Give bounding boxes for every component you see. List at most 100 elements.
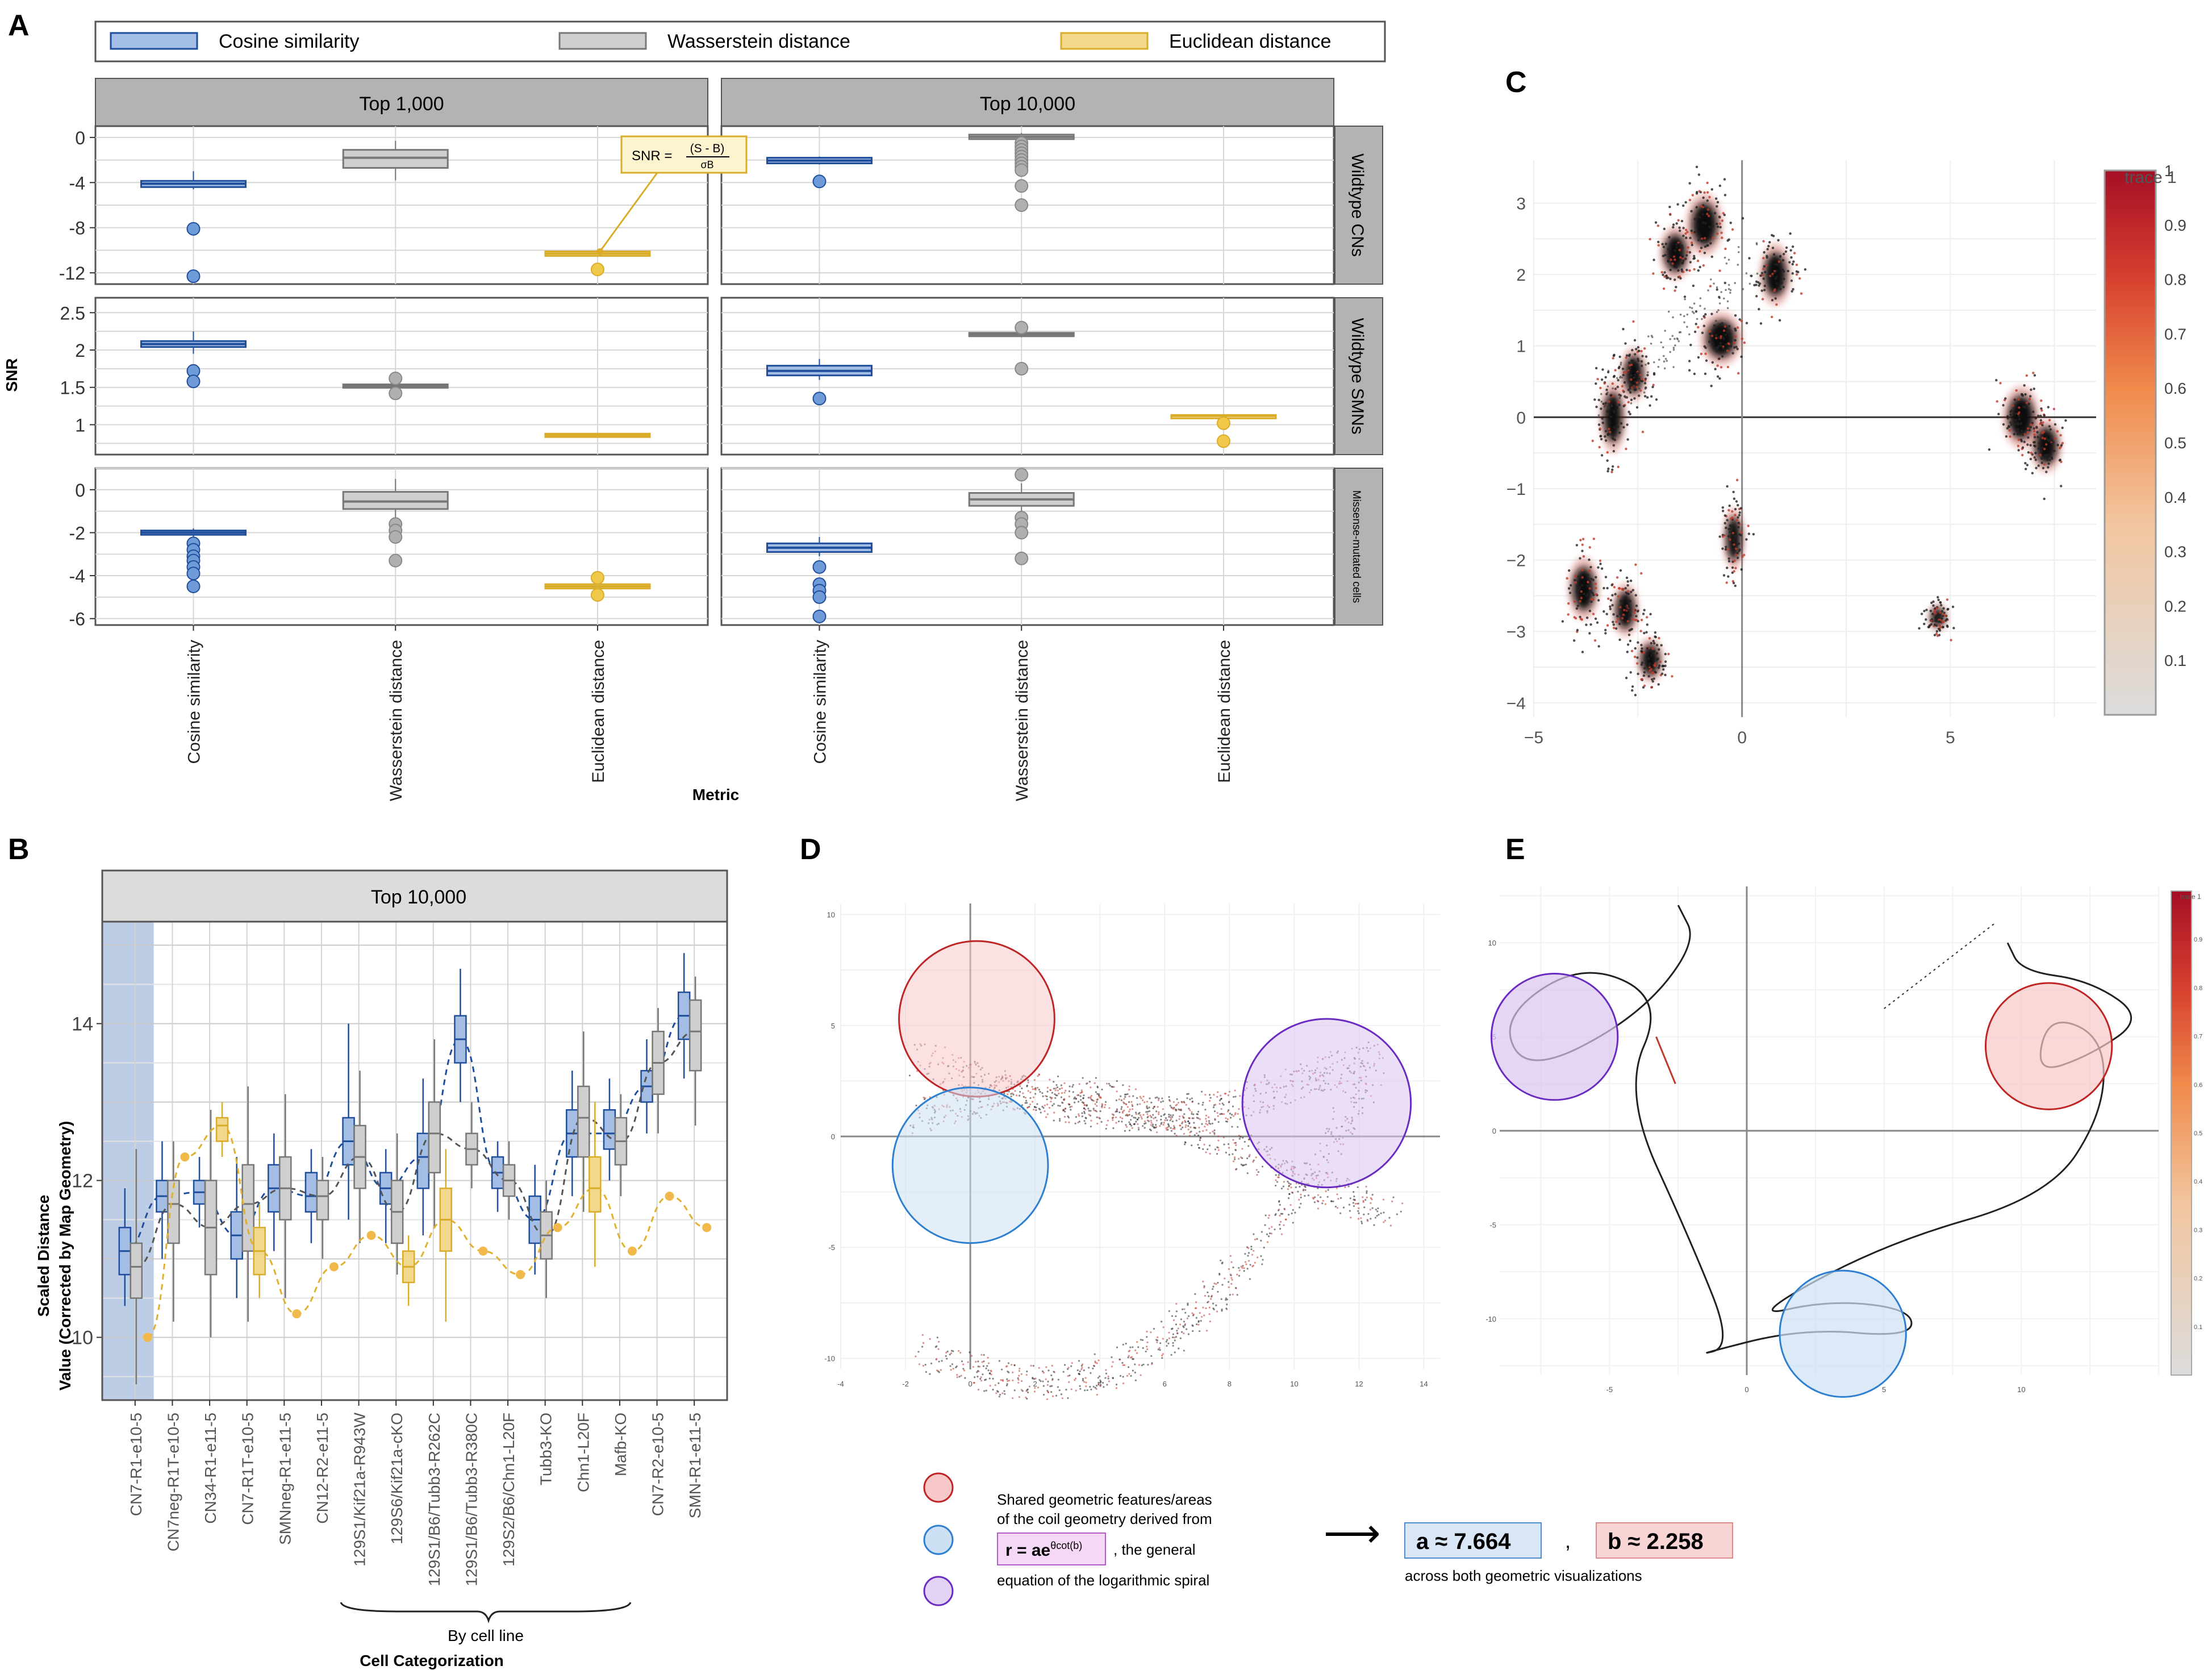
scatter-point: [1218, 1103, 1221, 1105]
scatter-point: [1946, 625, 1949, 628]
scatter-point: [1071, 1362, 1073, 1364]
scatter-point: [1117, 1120, 1120, 1123]
panel-label-d: D: [800, 833, 821, 866]
scatter-point: [946, 1357, 948, 1360]
scatter-point: [1925, 618, 1927, 621]
scatter-point: [1003, 1390, 1005, 1392]
scatter-point: [1601, 417, 1604, 420]
scatter-point: [1249, 1264, 1251, 1266]
scatter-point: [1112, 1119, 1114, 1121]
scatter-point: [1599, 563, 1602, 565]
scatter-point: [1116, 1110, 1118, 1113]
scatter-point: [1731, 566, 1734, 569]
scatter-point: [1122, 1382, 1125, 1385]
scatter-point: [1628, 599, 1631, 602]
scatter-point: [2033, 374, 2036, 377]
scatter-point: [1728, 334, 1731, 338]
scatter-point: [1699, 305, 1701, 307]
scatter-point: [1181, 1308, 1184, 1310]
scatter-point: [1624, 342, 1627, 345]
scatter-point: [1074, 1101, 1076, 1103]
scatter-point: [1647, 657, 1650, 660]
scatter-point: [1354, 1198, 1356, 1201]
scatter-point: [1228, 1101, 1230, 1103]
scatter-point: [1700, 352, 1703, 355]
scatter-point: [1217, 1115, 1219, 1117]
scatter-point: [1683, 315, 1685, 318]
scatter-point: [1935, 607, 1939, 610]
median-point: [180, 1152, 190, 1162]
scatter-point: [1047, 1391, 1049, 1394]
scatter-point: [934, 1346, 937, 1348]
scatter-point: [1118, 1359, 1121, 1361]
scatter-point: [2017, 438, 2021, 442]
colorbar-tick-label: 0.5: [2164, 434, 2186, 452]
scatter-point: [1230, 1277, 1233, 1279]
scatter-point: [1068, 1381, 1070, 1383]
x-tick-label: Mafb-KO: [612, 1413, 629, 1476]
scatter-point: [1221, 1308, 1223, 1311]
y-tick-label: 2: [75, 340, 85, 361]
scatter-point: [1137, 1123, 1139, 1125]
scatter-point: [1097, 1094, 1100, 1097]
scatter-point: [1731, 352, 1734, 355]
scatter-point: [1589, 623, 1592, 626]
scatter-point: [2034, 458, 2037, 461]
scatter-point: [1112, 1377, 1114, 1379]
scatter-point: [1731, 510, 1734, 513]
scatter-point: [1710, 313, 1713, 315]
scatter-point: [1062, 1098, 1065, 1101]
scatter-point: [1122, 1343, 1124, 1346]
scatter-point: [982, 1373, 984, 1376]
scatter-point: [1588, 610, 1592, 613]
scatter-point: [1626, 438, 1629, 441]
scatter-point: [1177, 1102, 1180, 1104]
scatter-point: [1662, 346, 1664, 349]
scatter-point: [1186, 1097, 1188, 1100]
scatter-point: [1592, 538, 1596, 540]
scatter-point: [1710, 384, 1713, 388]
colorbar-tick-label: 0.1: [2194, 1324, 2202, 1331]
scatter-point: [1727, 557, 1730, 560]
scatter-point: [1597, 398, 1600, 402]
scatter-point: [1790, 256, 1793, 259]
scatter-point: [1675, 246, 1678, 249]
scatter-point: [1317, 1207, 1320, 1210]
scatter-point: [1225, 1297, 1227, 1300]
highlight-circle-blue: [891, 1086, 1049, 1244]
scatter-point: [2034, 452, 2037, 455]
scatter-point: [978, 1365, 981, 1368]
scatter-point: [1604, 435, 1606, 438]
scatter-point: [1760, 289, 1763, 292]
scatter-point: [1716, 364, 1719, 367]
scatter-point: [2048, 425, 2051, 428]
scatter-point: [1040, 1111, 1042, 1114]
scatter-point: [2032, 388, 2035, 390]
scatter-point: [1795, 270, 1798, 273]
scatter-point: [1930, 601, 1933, 605]
scatter-point: [1018, 1375, 1020, 1377]
scatter-point: [2041, 447, 2044, 449]
scatter-point: [2033, 433, 2036, 436]
scatter-point: [1041, 1370, 1044, 1372]
scatter-point: [1685, 268, 1688, 272]
scatter-point: [2006, 417, 2009, 420]
scatter-point: [1026, 1106, 1029, 1109]
scatter-point: [1602, 610, 1605, 613]
scatter-point: [1635, 348, 1638, 351]
scatter-point: [1633, 611, 1636, 614]
scatter-point: [1597, 599, 1600, 602]
scatter-point: [1232, 1105, 1234, 1107]
scatter-point: [1107, 1375, 1109, 1377]
scatter-point: [1188, 1107, 1190, 1110]
scatter-point: [1225, 1117, 1227, 1119]
scatter-point: [1179, 1109, 1181, 1111]
scatter-point: [1132, 1108, 1134, 1110]
scatter-point: [1738, 511, 1741, 514]
scatter-point: [1790, 279, 1793, 282]
scatter-point: [1241, 1267, 1243, 1269]
scatter-point: [1935, 619, 1938, 623]
scatter-point: [1303, 1188, 1305, 1190]
scatter-point: [1682, 204, 1685, 207]
scatter-point: [1101, 1381, 1104, 1384]
